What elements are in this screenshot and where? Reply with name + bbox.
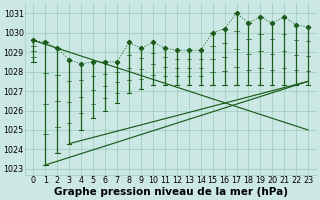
X-axis label: Graphe pression niveau de la mer (hPa): Graphe pression niveau de la mer (hPa)	[54, 187, 288, 197]
